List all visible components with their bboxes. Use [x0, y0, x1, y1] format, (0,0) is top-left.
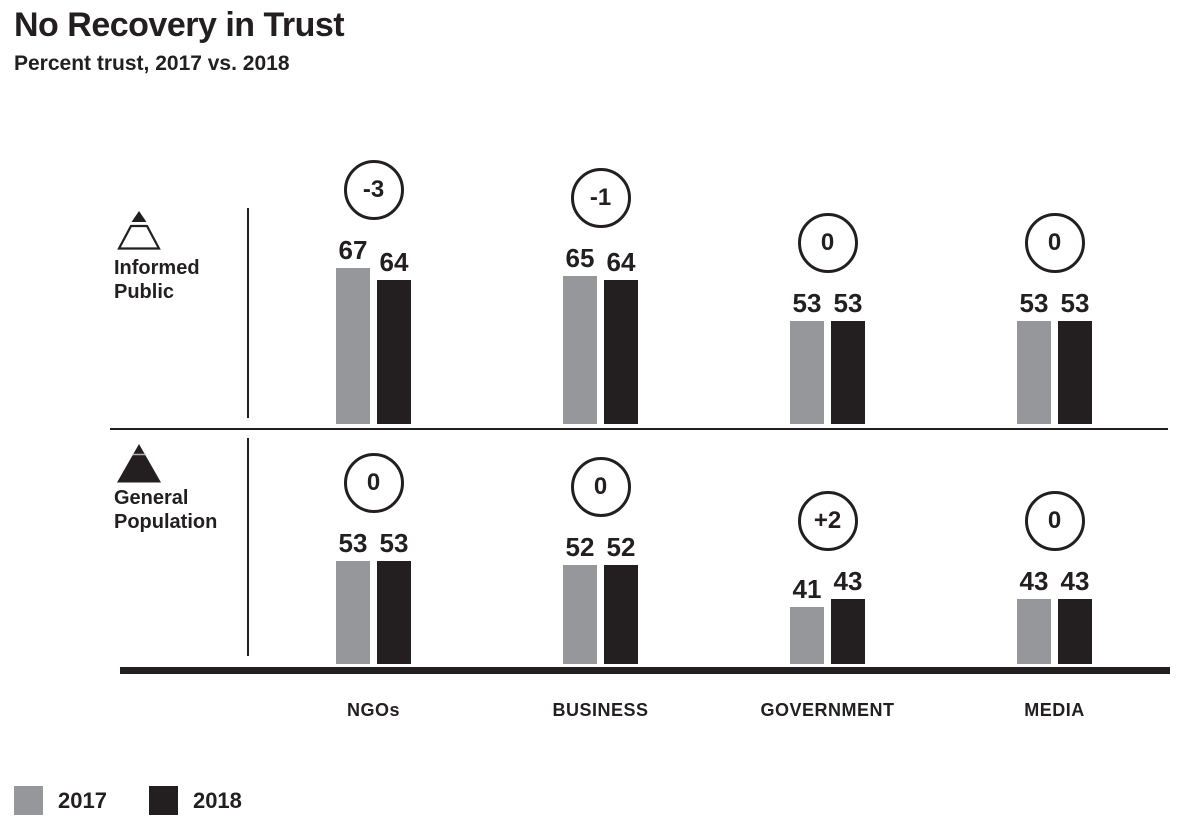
bar-2018 [831, 599, 865, 664]
category-label: BUSINESS [552, 700, 649, 720]
bar-group: -3 67 64 [260, 139, 487, 424]
bar-2018 [377, 280, 411, 424]
chart-legend: 2017 2018 [14, 786, 242, 815]
bar-2018 [604, 280, 638, 424]
bar-2017 [336, 561, 370, 664]
bar-value-label: 52 [565, 532, 595, 562]
bar-value-label: 53 [1060, 288, 1090, 318]
bar-item-2017: 41 [790, 576, 824, 664]
change-badge: 0 [1024, 491, 1085, 551]
bar-item-2017: 43 [1017, 568, 1051, 664]
bar-2018 [604, 565, 638, 664]
bar-2017 [1017, 321, 1051, 424]
legend-swatch-2017 [14, 786, 43, 815]
legend-swatch-2018 [148, 786, 178, 815]
bar-2018 [1058, 321, 1092, 424]
legend-item: 2017 [14, 786, 107, 815]
bar-value-label: 53 [1019, 288, 1049, 318]
bar-value-label: 53 [338, 528, 368, 558]
general-panel-axis-line [247, 438, 249, 656]
bar-group: -1 65 64 [487, 139, 714, 424]
bar-pair: 43 43 [1017, 568, 1092, 664]
bar-pair: 53 53 [336, 530, 411, 664]
category-label: NGOs [346, 700, 400, 720]
bar-pair: 65 64 [563, 245, 638, 424]
general-population-panel: 0 53 53 0 52 52 +2 41 43 0 43 43 [260, 440, 1168, 664]
legend-label: 2017 [58, 787, 107, 813]
bar-2017 [790, 607, 824, 664]
bar-value-label: 41 [792, 574, 822, 604]
bar-value-label: 53 [833, 288, 863, 318]
change-badge: 0 [570, 457, 631, 517]
bar-2017 [563, 276, 597, 424]
bar-item-2017: 67 [336, 237, 370, 424]
category-label: MEDIA [1024, 700, 1085, 720]
bar-item-2018: 43 [1058, 568, 1092, 664]
change-badge: 0 [797, 213, 858, 273]
bar-value-label: 64 [379, 247, 409, 277]
bar-item-2017: 65 [563, 245, 597, 424]
chart-subtitle: Percent trust, 2017 vs. 2018 [14, 52, 290, 75]
bar-2017 [336, 268, 370, 424]
bar-pair: 53 53 [1017, 290, 1092, 424]
change-badge: 0 [1024, 213, 1085, 273]
bar-2018 [377, 561, 411, 664]
informed-public-triangle-icon [116, 210, 162, 255]
change-badge: -1 [570, 168, 631, 228]
legend-item: 2018 [148, 786, 242, 815]
bar-item-2017: 53 [1017, 290, 1051, 424]
bar-group: 0 52 52 [487, 440, 714, 664]
informed-public-panel: -3 67 64 -1 65 64 0 53 53 0 53 53 [260, 139, 1168, 424]
bar-pair: 53 53 [790, 290, 865, 424]
bar-value-label: 43 [1060, 566, 1090, 596]
bar-pair: 52 52 [563, 534, 638, 664]
bar-item-2018: 43 [831, 568, 865, 664]
bar-group: 0 43 43 [941, 440, 1168, 664]
informed-public-label: Informed Public [114, 257, 200, 304]
bar-2017 [563, 565, 597, 664]
bar-value-label: 43 [833, 566, 863, 596]
bar-group: 0 53 53 [260, 440, 487, 664]
bar-pair: 41 43 [790, 568, 865, 664]
category-axis: NGOs BUSINESS GOVERNMENT MEDIA [260, 700, 1168, 721]
general-population-label: General Population [114, 487, 218, 534]
bar-pair: 67 64 [336, 237, 411, 424]
chart-baseline [120, 667, 1170, 674]
bar-group: 0 53 53 [941, 139, 1168, 424]
change-badge: -3 [343, 160, 404, 220]
bar-item-2018: 52 [604, 534, 638, 664]
bar-item-2017: 53 [790, 290, 824, 424]
bar-2018 [1058, 599, 1092, 664]
bar-group: +2 41 43 [714, 440, 941, 664]
bar-item-2017: 52 [563, 534, 597, 664]
bar-value-label: 67 [338, 235, 368, 265]
bar-2018 [831, 321, 865, 424]
bar-value-label: 43 [1019, 566, 1049, 596]
bar-item-2018: 53 [831, 290, 865, 424]
change-badge: 0 [343, 453, 404, 513]
panel-divider-line [110, 428, 1168, 430]
bar-value-label: 53 [792, 288, 822, 318]
bar-item-2017: 53 [336, 530, 370, 664]
informed-panel-axis-line [247, 208, 249, 418]
legend-label: 2018 [192, 787, 242, 813]
chart-title: No Recovery in Trust [14, 6, 345, 44]
bar-item-2018: 64 [604, 249, 638, 424]
general-population-triangle-icon [116, 444, 162, 489]
bar-2017 [790, 321, 824, 424]
change-badge: +2 [797, 491, 858, 551]
bar-value-label: 65 [565, 243, 595, 273]
bar-2017 [1017, 599, 1051, 664]
bar-value-label: 64 [606, 247, 636, 277]
bar-item-2018: 64 [377, 249, 411, 424]
bar-value-label: 53 [379, 528, 409, 558]
bar-value-label: 52 [606, 532, 636, 562]
category-label: GOVERNMENT [760, 700, 895, 720]
bar-group: 0 53 53 [714, 139, 941, 424]
bar-item-2018: 53 [377, 530, 411, 664]
bar-item-2018: 53 [1058, 290, 1092, 424]
